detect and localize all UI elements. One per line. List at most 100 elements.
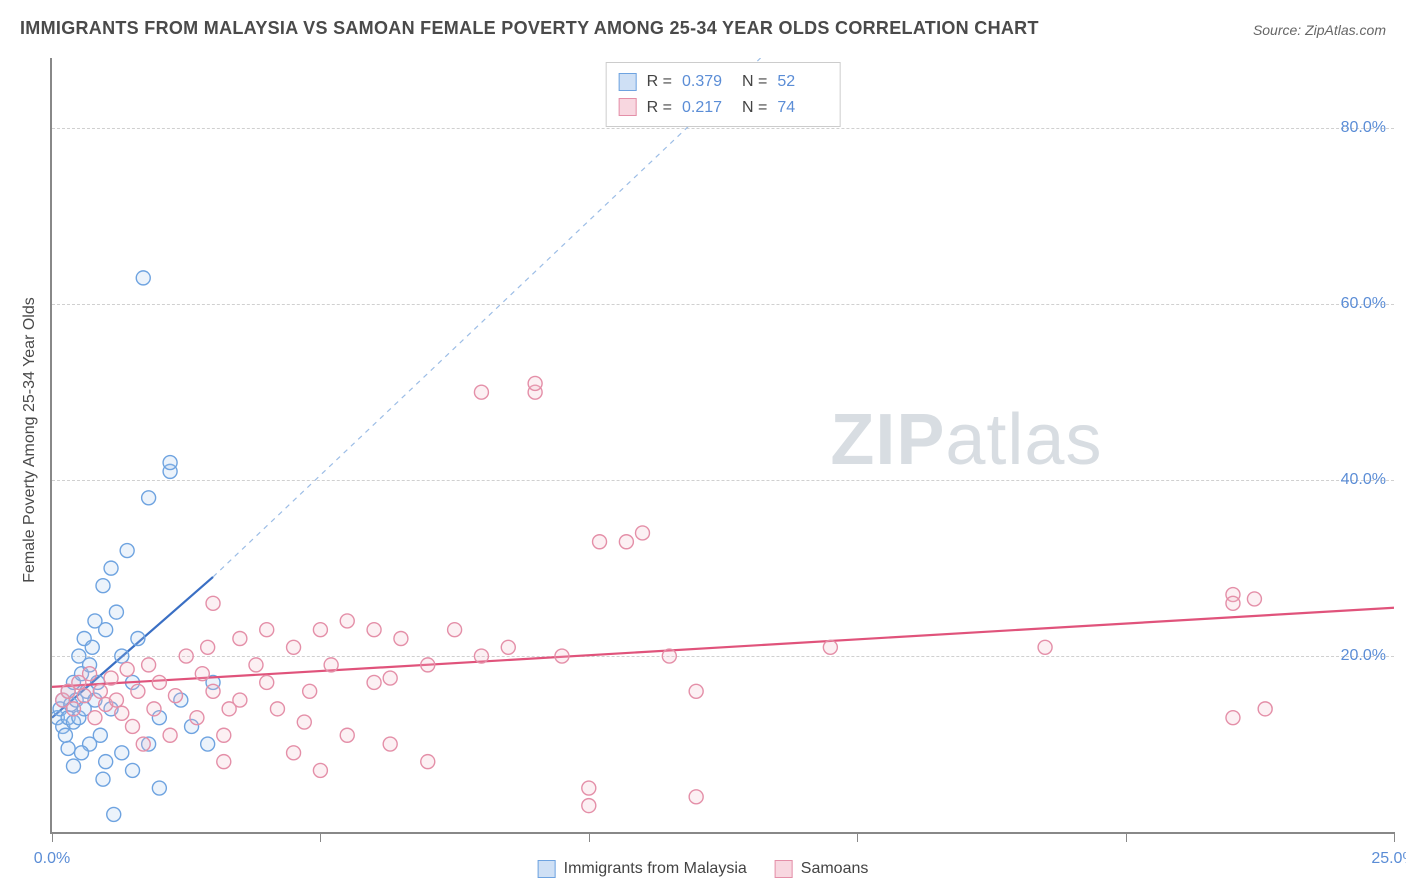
- data-point: [152, 675, 166, 689]
- data-point: [115, 706, 129, 720]
- r-label: R =: [647, 69, 672, 95]
- source-attribution: Source: ZipAtlas.com: [1253, 22, 1386, 38]
- data-point: [195, 667, 209, 681]
- legend-swatch: [538, 860, 556, 878]
- data-point: [109, 605, 123, 619]
- regression-line: [52, 608, 1394, 687]
- data-point: [689, 790, 703, 804]
- data-point: [394, 632, 408, 646]
- legend-swatch: [619, 73, 637, 91]
- data-point: [260, 675, 274, 689]
- legend-swatch: [775, 860, 793, 878]
- regression-extension: [213, 58, 761, 577]
- data-point: [83, 667, 97, 681]
- x-tick: [857, 832, 858, 842]
- data-point: [152, 781, 166, 795]
- data-point: [1226, 711, 1240, 725]
- x-tick: [589, 832, 590, 842]
- legend-label: Immigrants from Malaysia: [564, 860, 747, 878]
- n-value: 74: [777, 95, 827, 121]
- data-point: [340, 614, 354, 628]
- data-point: [201, 737, 215, 751]
- data-point: [619, 535, 633, 549]
- data-point: [582, 799, 596, 813]
- data-point: [367, 623, 381, 637]
- data-point: [1247, 592, 1261, 606]
- data-point: [147, 702, 161, 716]
- data-point: [99, 623, 113, 637]
- data-point: [126, 763, 140, 777]
- data-point: [142, 491, 156, 505]
- x-tick: [320, 832, 321, 842]
- chart-area: ZIPatlas R =0.379N =52R =0.217N =74 20.0…: [50, 58, 1394, 834]
- r-value: 0.379: [682, 69, 732, 95]
- x-tick: [1394, 832, 1395, 842]
- data-point: [142, 658, 156, 672]
- data-point: [126, 719, 140, 733]
- data-point: [383, 737, 397, 751]
- data-point: [270, 702, 284, 716]
- data-point: [823, 640, 837, 654]
- data-point: [287, 746, 301, 760]
- data-point: [635, 526, 649, 540]
- data-point: [115, 746, 129, 760]
- data-point: [474, 385, 488, 399]
- data-point: [136, 737, 150, 751]
- x-tick: [1126, 832, 1127, 842]
- data-point: [287, 640, 301, 654]
- data-point: [303, 684, 317, 698]
- data-point: [88, 711, 102, 725]
- data-point: [77, 689, 91, 703]
- source-label: Source:: [1253, 22, 1301, 38]
- data-point: [190, 711, 204, 725]
- legend-stats: R =0.379N =52R =0.217N =74: [606, 62, 841, 127]
- data-point: [93, 728, 107, 742]
- legend-series: Immigrants from Malaysia Samoans: [538, 860, 869, 878]
- data-point: [313, 623, 327, 637]
- data-point: [582, 781, 596, 795]
- data-point: [206, 596, 220, 610]
- data-point: [217, 755, 231, 769]
- data-point: [501, 640, 515, 654]
- x-tick-label: 0.0%: [34, 850, 70, 868]
- data-point: [528, 376, 542, 390]
- data-point: [313, 763, 327, 777]
- n-label: N =: [742, 95, 767, 121]
- data-point: [249, 658, 263, 672]
- data-point: [201, 640, 215, 654]
- data-point: [340, 728, 354, 742]
- data-point: [168, 689, 182, 703]
- data-point: [206, 684, 220, 698]
- legend-item: Immigrants from Malaysia: [538, 860, 747, 878]
- data-point: [136, 271, 150, 285]
- data-point: [324, 658, 338, 672]
- data-point: [85, 640, 99, 654]
- data-point: [58, 728, 72, 742]
- data-point: [120, 662, 134, 676]
- data-point: [1258, 702, 1272, 716]
- data-point: [131, 632, 145, 646]
- data-point: [593, 535, 607, 549]
- plot-region: ZIPatlas R =0.379N =52R =0.217N =74 20.0…: [50, 58, 1394, 834]
- data-point: [260, 623, 274, 637]
- y-axis-label: Female Poverty Among 25-34 Year Olds: [21, 297, 39, 583]
- r-value: 0.217: [682, 95, 732, 121]
- data-point: [115, 649, 129, 663]
- data-point: [555, 649, 569, 663]
- data-point: [297, 715, 311, 729]
- x-tick: [52, 832, 53, 842]
- data-point: [61, 741, 75, 755]
- chart-title: IMMIGRANTS FROM MALAYSIA VS SAMOAN FEMAL…: [20, 18, 1039, 39]
- data-point: [367, 675, 381, 689]
- n-value: 52: [777, 69, 827, 95]
- legend-label: Samoans: [801, 860, 869, 878]
- data-point: [217, 728, 231, 742]
- source-value: ZipAtlas.com: [1305, 22, 1386, 38]
- data-point: [421, 658, 435, 672]
- data-point: [222, 702, 236, 716]
- data-point: [421, 755, 435, 769]
- data-point: [163, 456, 177, 470]
- legend-swatch: [619, 98, 637, 116]
- data-point: [75, 746, 89, 760]
- n-label: N =: [742, 69, 767, 95]
